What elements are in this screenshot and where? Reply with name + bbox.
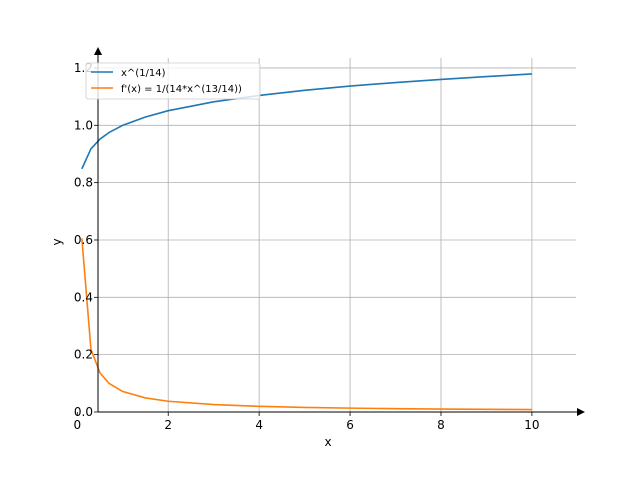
series-lines (81, 73, 532, 411)
x-axis-label: x (324, 435, 331, 449)
tick-labels: 0 2 4 6 8 100.00.20.40.60.81.01.2 (73, 61, 539, 432)
series-line-2 (81, 238, 532, 411)
legend: x^(1/14) f'(x) = 1/(14*x^(13/14)) (85, 62, 261, 100)
y-tick-label: 0.0 (74, 405, 93, 419)
x-tick-label: 2 (164, 418, 172, 432)
legend-label-1: x^(1/14) (121, 68, 166, 79)
y-tick-label: 0.6 (74, 233, 93, 247)
x-tick-label: 6 (346, 418, 354, 432)
axes (94, 47, 585, 416)
y-axis-arrow (94, 47, 102, 55)
x-axis-arrow (577, 408, 585, 416)
x-tick-label: 10 (524, 418, 539, 432)
y-tick-label: 0.2 (74, 348, 93, 362)
x-tick-label: 0 (73, 418, 81, 432)
y-axis-label: y (50, 238, 64, 245)
x-tick-label: 4 (255, 418, 263, 432)
x-tick-label: 8 (437, 418, 445, 432)
series-line-1 (81, 73, 532, 170)
y-tick-label: 0.8 (74, 176, 93, 190)
y-tick-label: 1.0 (74, 118, 93, 132)
legend-box (85, 62, 261, 100)
legend-label-2: f'(x) = 1/(14*x^(13/14)) (121, 84, 242, 95)
y-tick-label: 0.4 (74, 290, 93, 304)
